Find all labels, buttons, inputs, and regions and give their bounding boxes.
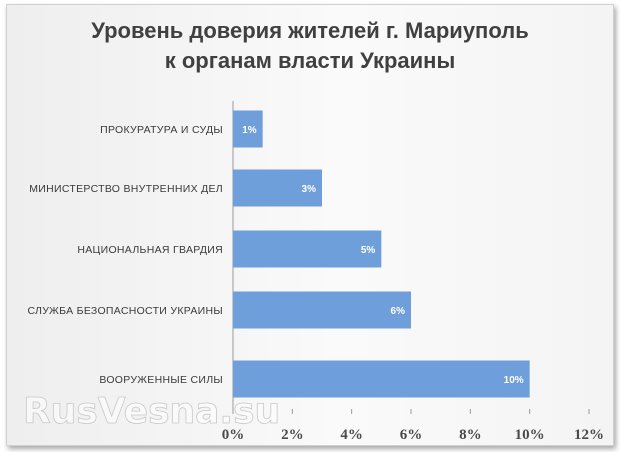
data-label-2: 3% <box>302 184 317 195</box>
x-tick-label-3: 6% <box>400 427 423 443</box>
x-tick-label-4: 8% <box>459 427 482 443</box>
category-label-3: НАЦИОНАЛЬНАЯ ГВАРДИЯ <box>77 244 223 256</box>
x-tick-label-0: 0% <box>222 427 245 443</box>
chart-title-line-2: к органам власти Украины <box>165 48 456 73</box>
chart-title: Уровень доверия жителей г. Мариуполь к о… <box>91 18 529 73</box>
category-label-1: ПРОКУРАТУРА И СУДЫ <box>100 124 223 136</box>
bar-2 <box>233 169 322 207</box>
watermark-text: RusVesna.su <box>23 391 280 432</box>
chart: Уровень доверия жителей г. Мариуполь к о… <box>23 18 604 443</box>
bar-4 <box>233 291 411 329</box>
x-tick-label-6: 12% <box>574 427 604 443</box>
category-label-2: МИНИСТЕРСТВО ВНУТРЕННИХ ДЕЛ <box>29 183 223 195</box>
x-tick-label-5: 10% <box>515 427 545 443</box>
bar-3 <box>233 230 382 268</box>
data-label-5: 10% <box>504 375 524 386</box>
x-tick-label-1: 2% <box>281 427 304 443</box>
x-tick-label-2: 4% <box>340 427 363 443</box>
data-label-4: 6% <box>391 306 406 317</box>
data-label-1: 1% <box>242 125 257 136</box>
category-label-5: ВООРУЖЕННЫЕ СИЛЫ <box>99 374 223 386</box>
bar-1 <box>233 110 263 148</box>
category-label-4: СЛУЖБА БЕЗОПАСНОСТИ УКРАИНЫ <box>27 305 223 317</box>
bar-5 <box>233 360 530 398</box>
chart-title-line-1: Уровень доверия жителей г. Мариуполь <box>91 18 529 43</box>
chart-frame: Уровень доверия жителей г. Мариуполь к о… <box>6 4 614 446</box>
data-label-3: 5% <box>361 245 376 256</box>
